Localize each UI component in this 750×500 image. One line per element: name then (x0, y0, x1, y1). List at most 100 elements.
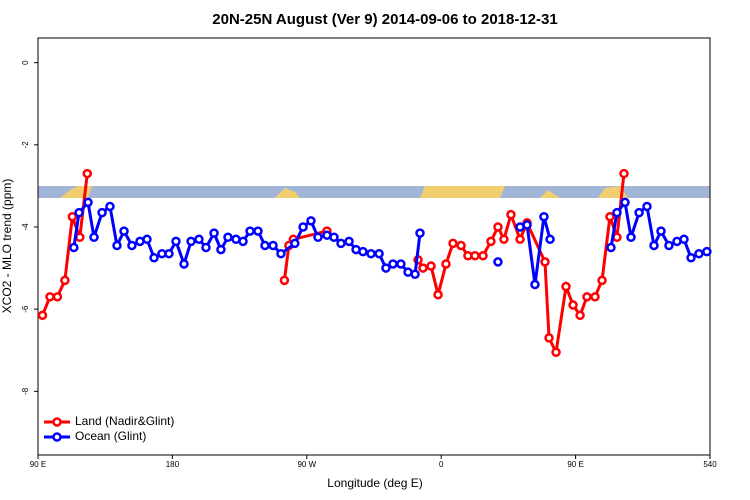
x-axis-label: Longitude (deg E) (327, 476, 422, 490)
data-point (415, 228, 425, 238)
data-point (37, 310, 48, 321)
data-point (656, 226, 666, 236)
data-point (105, 201, 115, 212)
data-point (590, 292, 600, 302)
data-point (493, 222, 503, 232)
data-point (245, 226, 255, 236)
data-point (179, 259, 189, 269)
data-point (486, 236, 496, 247)
chart-title: 20N-25N August (Ver 9) 2014-09-06 to 201… (212, 11, 557, 28)
x-tick-label: 540 (703, 460, 717, 469)
data-point (149, 253, 159, 263)
legend-label: Land (Nadir&Glint) (75, 414, 174, 428)
data-point (388, 259, 398, 269)
legend-marker (52, 432, 62, 442)
data-point (238, 236, 248, 247)
data-point (418, 263, 428, 273)
data-point (694, 248, 704, 259)
data-point (597, 275, 607, 286)
data-point (313, 232, 323, 243)
data-point (649, 240, 659, 251)
data-point (619, 168, 629, 179)
y-tick-label: -4 (21, 223, 30, 231)
legend-label: Ocean (Glint) (75, 429, 146, 443)
y-tick-label: -6 (21, 305, 30, 313)
data-point (478, 250, 488, 261)
data-point (470, 250, 480, 261)
data-point (374, 248, 384, 259)
y-tick-label: 0 (21, 60, 30, 65)
data-point (642, 201, 652, 212)
data-point (605, 211, 615, 222)
x-tick-label: 90 E (567, 460, 583, 469)
data-point (194, 234, 204, 245)
ocean-strip (38, 186, 710, 198)
data-point (97, 207, 107, 218)
data-point (499, 234, 509, 245)
data-point (209, 228, 219, 238)
data-point (83, 197, 93, 208)
data-point (344, 236, 354, 247)
data-point (515, 234, 525, 245)
data-point (142, 234, 152, 245)
data-point (522, 220, 532, 230)
data-point (561, 281, 571, 292)
x-tick-label: 90 E (30, 460, 46, 469)
data-point (60, 275, 70, 286)
data-point (410, 269, 420, 279)
data-point (306, 216, 316, 226)
data-point (67, 211, 78, 222)
data-point (506, 209, 516, 220)
data-point (530, 279, 540, 290)
data-point (626, 232, 636, 243)
data-point (290, 238, 300, 249)
y-axis-label: XCO2 - MLO trend (ppm) (0, 179, 14, 314)
data-point (582, 292, 592, 302)
data-point (171, 236, 181, 247)
data-point (119, 226, 129, 236)
legend-marker (52, 417, 62, 427)
data-point (253, 226, 263, 236)
data-point (539, 211, 549, 222)
data-point (201, 242, 211, 253)
plot-frame (37, 37, 711, 456)
data-point (216, 244, 226, 255)
data-point (164, 248, 174, 259)
data-point (268, 240, 278, 251)
data-point (336, 238, 346, 249)
data-point (544, 333, 554, 343)
data-point (127, 240, 137, 251)
data-point (223, 232, 233, 243)
data-point (426, 261, 436, 271)
data-point (493, 257, 503, 267)
data-point (52, 292, 63, 302)
data-point (664, 240, 674, 251)
data-point (433, 290, 443, 300)
data-point (366, 248, 376, 259)
data-point (634, 207, 644, 218)
data-point (620, 197, 630, 208)
data-point (89, 232, 99, 243)
data-point (358, 246, 368, 257)
y-tick-label: -2 (21, 141, 30, 149)
data-point (279, 275, 290, 286)
land-shapes (60, 186, 628, 198)
data-point (396, 259, 406, 269)
data-point (540, 257, 550, 267)
x-tick-label: 0 (439, 460, 444, 469)
x-tick-label: 90 W (297, 460, 316, 469)
x-tick-label: 180 (166, 460, 180, 469)
data-point (298, 222, 308, 232)
data-point (186, 236, 196, 247)
data-point (575, 310, 585, 321)
data-point (448, 238, 458, 249)
data-point (568, 300, 578, 310)
data-point (276, 248, 286, 259)
data-point (702, 246, 712, 257)
data-point (606, 242, 616, 253)
data-point (456, 240, 466, 251)
data-point (686, 253, 696, 263)
data-point (381, 263, 391, 273)
data-point (74, 207, 84, 218)
